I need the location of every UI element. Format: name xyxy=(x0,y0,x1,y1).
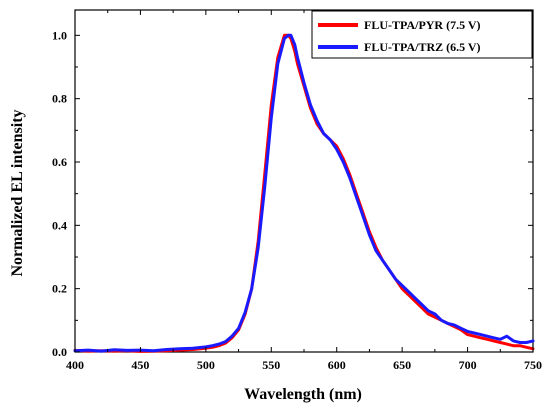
y-tick-label: 1.0 xyxy=(52,28,67,42)
y-tick-label: 0.2 xyxy=(52,282,67,296)
x-tick-label: 400 xyxy=(66,358,84,372)
x-tick-label: 650 xyxy=(393,358,411,372)
y-tick-label: 0.8 xyxy=(52,92,67,106)
legend: FLU-TPA/PYR (7.5 V) FLU-TPA/TRZ (6.5 V) xyxy=(311,10,533,59)
x-tick-label: 500 xyxy=(197,358,215,372)
series-line-2 xyxy=(73,33,535,353)
y-tick-label: 0.4 xyxy=(52,218,67,232)
series-layer xyxy=(73,33,535,353)
y-axis-ticks: 0.0 0.2 0.4 0.6 0.8 1.0 xyxy=(52,28,533,359)
x-axis-title: Wavelength (nm) xyxy=(244,386,362,403)
x-tick-label: 600 xyxy=(328,358,346,372)
x-tick-label: 750 xyxy=(524,358,542,372)
legend-label-1: FLU-TPA/PYR (7.5 V) xyxy=(364,18,481,32)
y-tick-label: 0.6 xyxy=(52,155,67,169)
plot-area xyxy=(74,9,534,353)
x-tick-label: 550 xyxy=(262,358,280,372)
legend-label-2: FLU-TPA/TRZ (6.5 V) xyxy=(364,40,481,54)
y-axis-title: Normalized EL intensity xyxy=(9,109,26,276)
x-tick-label: 700 xyxy=(459,358,477,372)
x-axis-ticks: 400 450 500 550 600 650 700 750 xyxy=(66,10,542,372)
y-tick-label: 0.0 xyxy=(52,345,67,359)
x-tick-label: 450 xyxy=(131,358,149,372)
legend-box xyxy=(311,10,533,59)
plot-frame xyxy=(74,9,534,353)
